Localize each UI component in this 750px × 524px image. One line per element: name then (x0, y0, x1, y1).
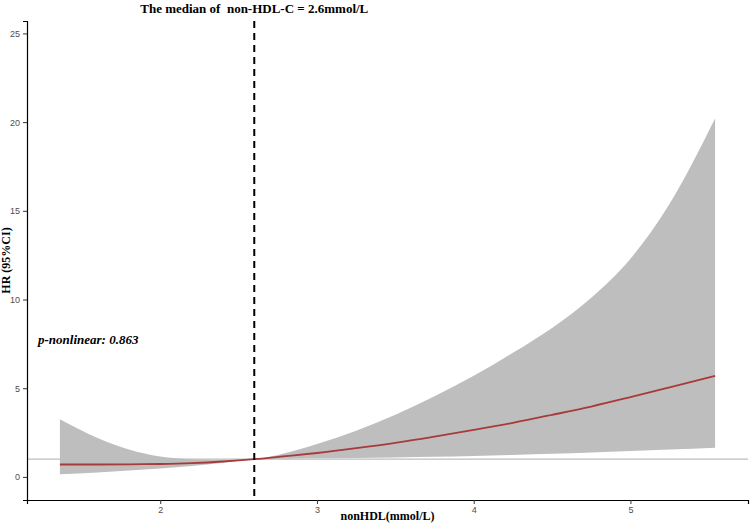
hr-line (60, 376, 715, 465)
x-tick-label: 2 (158, 505, 163, 515)
y-tick: 20 (10, 118, 27, 128)
x-tick-label: 5 (628, 505, 633, 515)
y-tick-label: 15 (10, 206, 20, 216)
chart: 2 3 4 5 0 5 10 15 20 25 The median of non-HDL-C = … (0, 0, 750, 524)
y-tick-mark (23, 33, 27, 34)
x-axis-title: nonHDL(mmol/L) (340, 509, 434, 523)
y-tick: 0 (15, 472, 27, 482)
y-tick-label: 20 (10, 118, 20, 128)
x-tick-mark (317, 500, 318, 504)
y-axis-title: HR (95%CI) (0, 227, 13, 293)
y-tick-label: 0 (15, 472, 20, 482)
plot-area (27, 21, 748, 500)
x-tick: 4 (472, 500, 477, 515)
y-tick-label: 10 (10, 295, 20, 305)
x-axis-line (28, 501, 749, 505)
y-tick-label: 25 (10, 29, 20, 39)
x-tick-label: 3 (315, 505, 320, 515)
y-tick-mark (23, 300, 27, 301)
y-tick: 25 (10, 29, 27, 39)
y-tick: 10 (10, 295, 27, 305)
y-tick-mark (23, 477, 27, 478)
x-tick: 2 (158, 500, 163, 515)
x-tick: 3 (315, 500, 320, 515)
confidence-band (60, 119, 715, 475)
y-tick-mark (23, 122, 27, 123)
x-tick-mark (474, 500, 475, 504)
x-tick-mark (630, 500, 631, 504)
y-axis-line (23, 22, 28, 501)
y-tick: 15 (10, 206, 27, 216)
x-tick-label: 4 (472, 505, 477, 515)
y-tick-mark (23, 388, 27, 389)
annotation: p-nonlinear: 0.863 (37, 332, 139, 347)
y-tick: 5 (15, 384, 27, 394)
reference-line (27, 459, 748, 460)
x-tick: 5 (628, 500, 633, 515)
y-tick-label: 5 (15, 384, 20, 394)
y-tick-mark (23, 211, 27, 212)
x-tick-mark (160, 500, 161, 504)
median-line (253, 21, 255, 500)
title: The median of non-HDL-C = 2.6mmol/L (140, 1, 368, 16)
